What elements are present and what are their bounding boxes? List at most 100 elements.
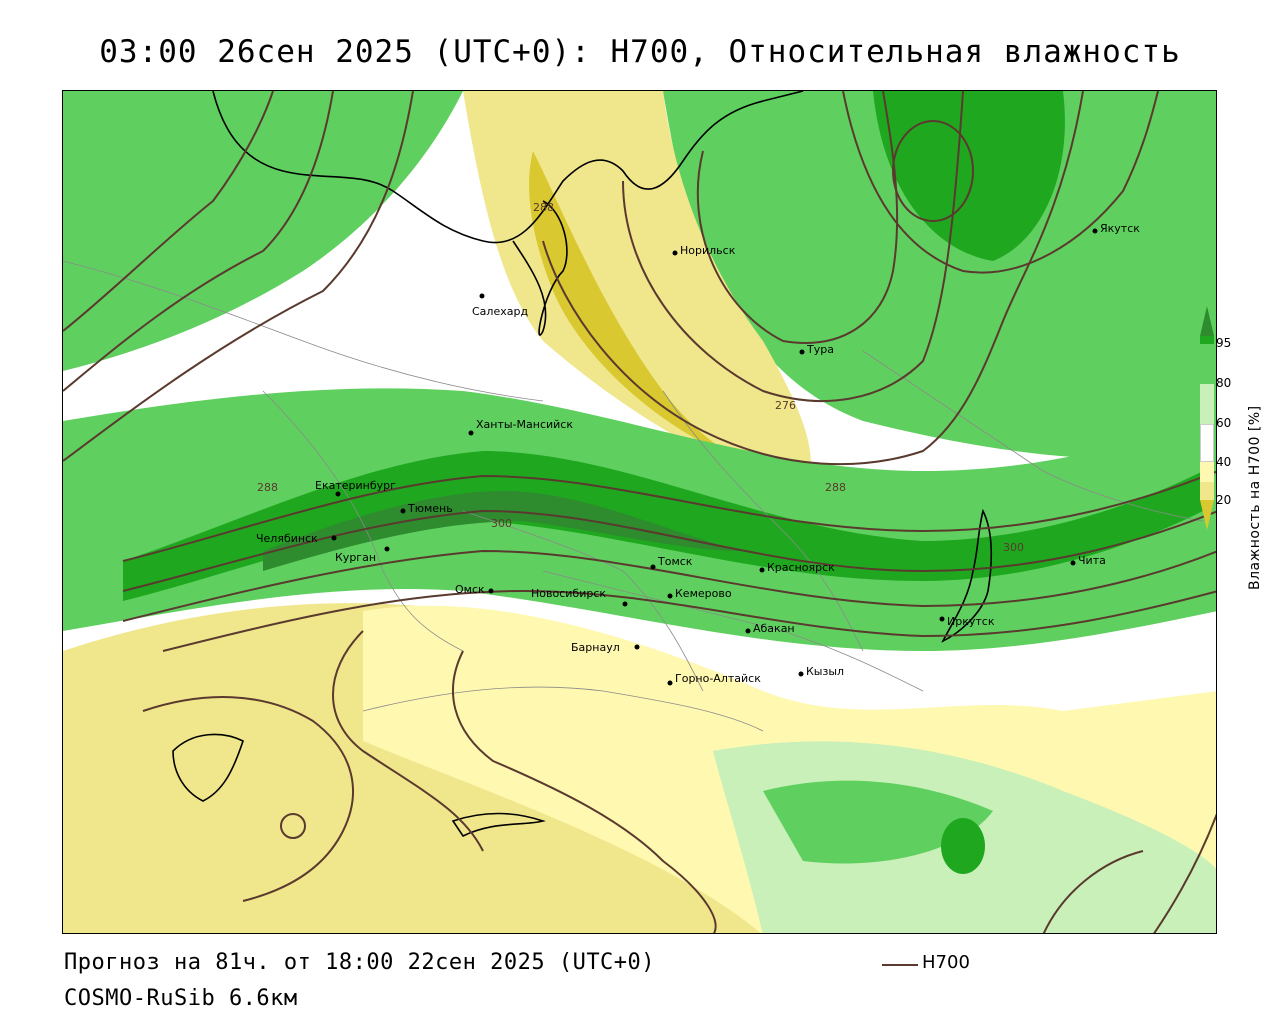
svg-text:Челябинск: Челябинск [256, 532, 318, 545]
contour-line [122, 509, 1216, 592]
contour-line [332, 630, 484, 852]
forecast-info: Прогноз на 81ч. от 18:00 22сен 2025 (UTC… [64, 950, 656, 975]
contour-line [696, 91, 899, 344]
contour-line [1042, 850, 1144, 933]
contour-line [63, 91, 274, 332]
svg-text:Абакан: Абакан [753, 622, 795, 635]
svg-text:Кызыл: Кызыл [806, 665, 844, 678]
svg-text:Иркутск: Иркутск [947, 615, 995, 628]
city-marker: Абакан [745, 622, 795, 635]
colorbar-seg-60 [1200, 384, 1214, 424]
svg-text:Омск: Омск [455, 583, 485, 596]
contour-line [892, 120, 974, 222]
city-marker: Красноярск [759, 561, 835, 574]
svg-text:Курган: Курган [335, 551, 376, 564]
colorbar-seg-30 [1200, 482, 1214, 500]
contour-line [1153, 813, 1216, 933]
colorbar-tick: 80 [1216, 376, 1232, 390]
contour-line [63, 91, 334, 392]
humidity-moist-north [63, 91, 463, 371]
h700-legend-line [882, 964, 918, 966]
city-marker: Кемерово [667, 587, 732, 600]
svg-text:Екатеринбург: Екатеринбург [315, 479, 396, 492]
map-title: 03:00 26сен 2025 (UTC+0): H700, Относите… [99, 34, 1181, 70]
map-area[interactable]: 288 276 288 288 300 300 Якутск Норильск … [62, 90, 1217, 934]
svg-text:Красноярск: Красноярск [767, 561, 835, 574]
city-marker: Горно-Алтайск [667, 672, 761, 686]
humidity-moist-northeast [663, 91, 1216, 460]
contour-line [842, 91, 1159, 274]
region-borders [63, 260, 1204, 732]
humidity-band-max [263, 491, 743, 571]
city-marker: Челябинск [256, 532, 337, 545]
arctic-coast [212, 91, 804, 244]
colorbar-title: Влажность на H700 [%] [1247, 405, 1263, 590]
city-marker: Тура [799, 343, 834, 356]
contour-line [142, 696, 354, 902]
city-marker: Салехард [472, 293, 528, 318]
colorbar-tick: 20 [1216, 493, 1232, 507]
h700-contours [63, 91, 1216, 933]
colorbar-seg-95 [1200, 336, 1214, 344]
ob-gulf [512, 200, 568, 336]
colorbar-cap-top [1200, 306, 1214, 336]
svg-text:Салехард: Салехард [472, 305, 528, 318]
city-marker: Барнаул [571, 641, 640, 654]
weather-map-svg: 288 276 288 288 300 300 Якутск Норильск … [63, 91, 1216, 933]
city-marker: Якутск [1092, 222, 1140, 235]
contour-line [542, 91, 1084, 466]
contour-label: 288 [257, 481, 278, 494]
svg-text:Кемерово: Кемерово [675, 587, 732, 600]
contour-label: 288 [825, 481, 846, 494]
city-marker: Екатеринбург [315, 479, 396, 497]
humidity-core-southeast [941, 818, 985, 874]
colorbar-seg-50 [1200, 424, 1214, 462]
city-marker: Курган [335, 546, 390, 564]
city-marker: Томск [650, 555, 693, 570]
city-marker: Иркутск [939, 615, 995, 628]
svg-text:Якутск: Якутск [1100, 222, 1140, 235]
svg-text:Тура: Тура [806, 343, 834, 356]
model-info: COSMO-RuSib 6.6км [64, 986, 298, 1011]
contour-label: 300 [491, 517, 512, 530]
svg-text:Новосибирск: Новосибирск [531, 587, 606, 600]
contour-line [63, 91, 414, 462]
colorbar-seg-80 [1200, 344, 1214, 384]
balkhash-lake [451, 812, 546, 838]
colorbar-tick: 40 [1216, 455, 1232, 469]
colorbar-tick: 60 [1216, 416, 1232, 430]
colorbar-seg-40 [1200, 462, 1214, 482]
contour-line [122, 470, 1216, 562]
colorbar-tick: 95 [1216, 336, 1232, 350]
contour-line [280, 813, 306, 839]
coastlines [172, 91, 993, 838]
city-marker: Ханты-Мансийск [468, 418, 573, 436]
svg-text:Чита: Чита [1078, 554, 1106, 567]
city-marker: Омск [455, 583, 494, 596]
contour-line [122, 549, 1216, 622]
city-marker: Кызыл [798, 665, 844, 678]
city-marker: Тюмень [400, 502, 453, 515]
contour-label: 276 [775, 399, 796, 412]
svg-text:Норильск: Норильск [680, 244, 736, 257]
cities: Якутск Норильск Салехард Тура Ханты-Манс… [256, 222, 1140, 686]
caspian-aral [172, 733, 244, 802]
svg-text:Томск: Томск [657, 555, 693, 568]
svg-text:Горно-Алтайск: Горно-Алтайск [675, 672, 761, 685]
svg-text:Барнаул: Барнаул [571, 641, 620, 654]
contour-label: 288 [533, 201, 554, 214]
svg-text:Ханты-Мансийск: Ханты-Мансийск [476, 418, 573, 431]
humidity-core-northeast [873, 91, 1065, 261]
city-marker: Чита [1070, 554, 1106, 567]
humidity-fields [63, 91, 1216, 933]
h700-legend-label: H700 [922, 952, 970, 973]
colorbar-cap-bottom [1200, 500, 1214, 530]
city-marker: Новосибирск [531, 587, 628, 607]
contour-line [162, 589, 1216, 652]
city-marker: Норильск [672, 244, 736, 257]
contour-line [452, 650, 717, 933]
svg-text:Тюмень: Тюмень [407, 502, 453, 515]
contour-line [622, 91, 964, 402]
contour-label-group: 288 276 288 288 300 300 [257, 201, 1024, 554]
humidity-moist-southeast-2 [763, 780, 993, 864]
